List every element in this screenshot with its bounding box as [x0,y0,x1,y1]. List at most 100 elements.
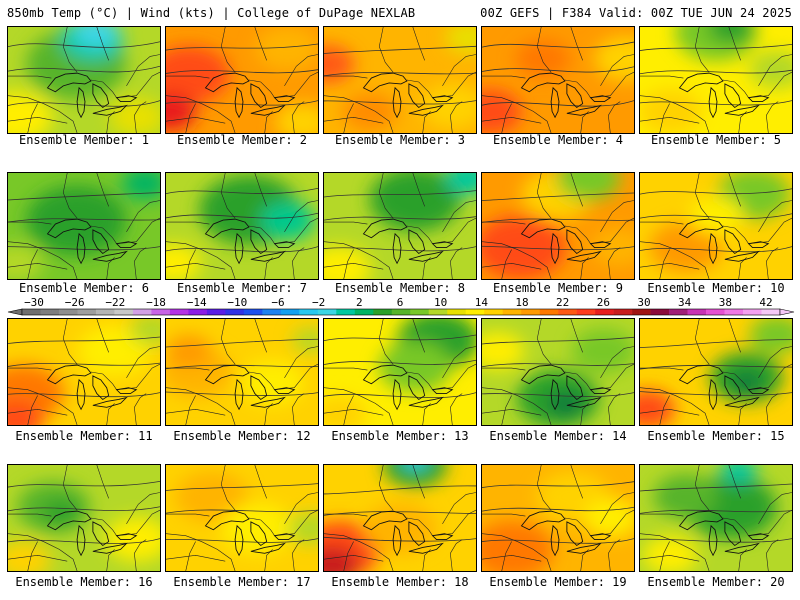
temperature-map [166,319,318,425]
temperature-region [255,27,318,71]
temperature-region [275,103,318,133]
scale-swatch [706,309,725,315]
member-label: Ensemble Member: 6 [18,281,150,295]
contour-line [324,72,476,77]
scale-label: −22 [105,297,125,309]
scale-swatch [613,309,633,315]
temperature-region [547,391,584,417]
great-lakes-outline [46,510,138,557]
great-lakes-outline [678,72,770,119]
height-contours [640,188,792,253]
scale-label: −2 [312,297,325,309]
ensemble-member-map [165,26,319,134]
member-label: Ensemble Member: 20 [647,575,785,589]
contour-line [8,480,160,488]
scale-swatch [576,309,596,315]
temperature-map [482,27,634,133]
temperature-map [482,319,634,425]
contour-line [8,506,160,512]
ensemble-member-map [323,26,477,134]
member-label: Ensemble Member: 9 [492,281,624,295]
scale-swatch [558,309,577,315]
temperature-region [640,390,675,425]
height-contours [324,485,476,542]
temperature-region [383,465,448,488]
temperature-region [583,498,634,538]
contour-line [166,364,318,370]
height-contours [166,187,318,253]
contour-line [640,509,792,514]
contour-line [324,392,476,399]
member-label: Ensemble Member: 16 [15,575,153,589]
height-contours [482,481,634,544]
great-lakes-outline [46,364,138,411]
temperature-map [640,465,792,571]
contour-line [166,212,318,219]
scale-swatch [669,309,688,315]
temperature-region [240,360,305,405]
great-lakes-outline [520,72,612,119]
contour-line [482,363,634,368]
state-borders [166,27,318,133]
member-label: Ensemble Member: 15 [647,429,785,443]
member-label: Ensemble Member: 18 [331,575,469,589]
great-lakes-outline [204,218,296,265]
temperature-region [287,512,318,545]
height-contours [482,41,634,107]
contour-line [166,483,318,491]
scale-swatch [743,309,762,315]
contour-line [324,216,476,221]
state-borders [166,319,318,425]
scale-label: 10 [434,297,447,309]
contour-line [8,362,160,367]
great-lakes-outline [520,510,612,557]
member-label: Ensemble Member: 12 [173,429,311,443]
scale-label: −26 [65,297,85,309]
scale-swatch [132,309,152,315]
state-borders [8,173,160,279]
state-borders [324,319,476,425]
scale-label: 34 [678,297,692,309]
scale-swatch [373,309,393,315]
ensemble-member-map [7,172,161,280]
great-lakes-outline [520,218,612,265]
scale-label: 38 [719,297,732,309]
contour-line [166,391,318,396]
great-lakes-outline [46,218,138,265]
scale-label: 14 [475,297,489,309]
temperature-region [594,36,634,82]
temperature-region [482,521,554,571]
scale-swatch [650,309,670,315]
temperature-region [77,325,151,377]
contour-line [482,100,634,107]
temperature-region [515,39,571,78]
member-label: Ensemble Member: 14 [489,429,627,443]
contour-line [324,485,476,495]
temperature-map [482,465,634,571]
temperature-region [403,465,427,470]
temperature-region [591,228,634,267]
temperature-region [260,201,315,240]
contour-line [324,511,476,516]
height-contours [8,480,160,544]
member-label: Ensemble Member: 2 [176,133,308,147]
great-lakes-outline [362,364,454,411]
contour-line [166,246,318,253]
temperature-region [720,465,758,484]
height-contours [8,41,160,107]
scale-swatch [484,309,503,315]
height-contours [640,339,792,396]
temperature-region [105,516,160,562]
member-label: Ensemble Member: 19 [489,575,627,589]
scale-swatch [280,309,300,315]
temperature-region [166,244,201,279]
scale-swatch [22,309,41,315]
contour-line [8,100,160,107]
member-label: Ensemble Member: 1 [18,133,150,147]
contour-line [482,336,634,345]
contour-line [482,192,634,201]
great-lakes-outline [204,510,296,557]
scale-label: 22 [556,297,569,309]
ensemble-member-map [481,26,635,134]
scale-swatch [243,309,263,315]
